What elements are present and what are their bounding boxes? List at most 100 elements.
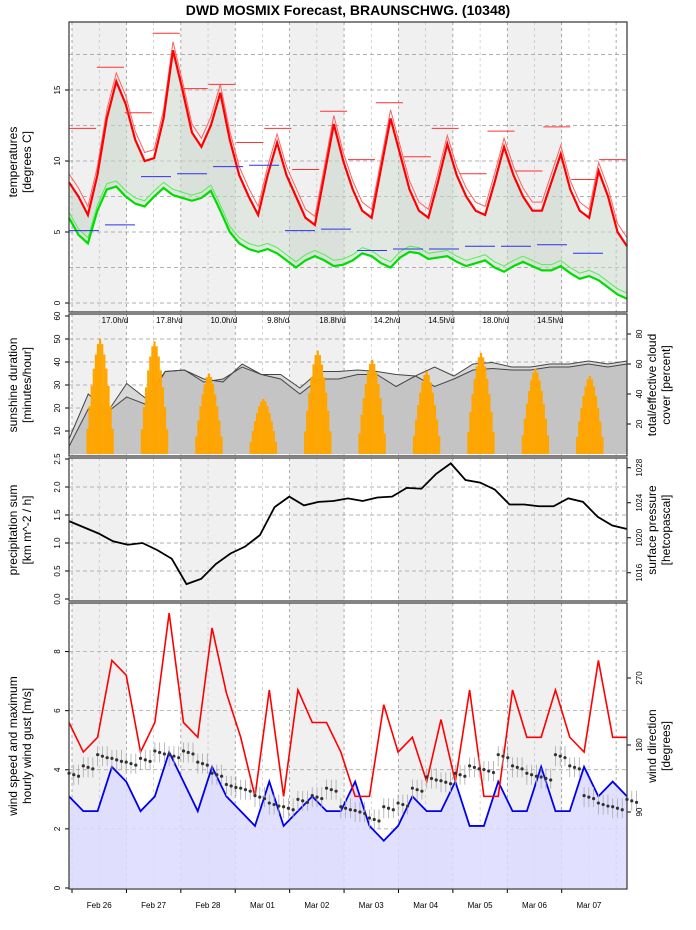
wind-direction-point [587,795,591,799]
wind-direction-point [262,797,267,801]
wind-direction-point [553,753,558,757]
wind-direction-point [549,778,553,782]
wind-direction-point [620,808,624,812]
wind-direction-point [243,788,248,792]
dewpoint-line [68,185,628,300]
wind-direction-point [186,750,190,755]
wind-direction-point [534,774,538,778]
xtick-label: Mar 02 [304,901,329,910]
ytick-label-pressure: 1016 [635,563,644,581]
sunshine-bar [270,421,273,454]
sunshine-bar [368,363,372,454]
sunshine-bar [111,428,114,454]
daily-sunshine-label: 10.0h/d [210,316,237,325]
wind-direction-point [363,811,367,816]
wind-direction-point [320,797,324,801]
sunshine-bar [490,411,493,454]
sunshine-bar [96,344,100,454]
wind-direction-point [124,760,128,764]
sunshine-bar [536,372,539,454]
wind-direction-point [582,794,586,798]
wind-direction-point [196,760,200,764]
wind-direction-point [463,774,467,778]
wind-direction-point [606,804,610,808]
wind-direction-point [530,773,534,777]
sunshine-bar [362,398,365,454]
sunshine-bar [86,428,89,454]
wind-direction-point [596,801,600,805]
wind-direction-point [191,752,195,756]
ylabel-temp: temperatures[degrees C] [6,127,34,198]
sunshine-bar [588,375,591,454]
sunshine-bar [90,385,93,454]
ytick-label-precip: 1.0 [53,537,62,549]
sunshine-bar [525,403,529,454]
sunshine-bar [266,406,269,454]
sunshine-bar [375,372,378,454]
sunshine-bar [155,346,158,454]
wind-direction-point [148,759,152,763]
sunshine-bar [425,371,428,454]
cloud-effective-line [68,363,628,447]
sunshine-bar [538,380,541,454]
ytick-label-cloud: 40 [635,389,644,398]
wind-direction-point [544,776,548,781]
wind-direction-point [367,816,372,820]
panel-frame-temp [68,21,628,313]
wind-direction-point [539,775,543,779]
wind-direction-point [81,764,85,768]
pressure-line [68,462,628,586]
xtick-label: Feb 27 [141,901,166,910]
sunshine-bar [145,387,148,454]
wind-gust-line [68,613,627,798]
sunshine-bar [159,370,162,454]
daily-sunshine-label: 17.0h/d [102,316,129,325]
daily-sunshine-label: 18.0h/d [483,316,510,325]
sunshine-bar [412,435,416,454]
wind-direction-point [491,770,496,775]
ytick-label-cloud: 60 [635,359,644,368]
ylabel-line: total/effective cloud [645,334,659,437]
sunshine-bar [371,359,374,454]
wind-direction-point [601,802,605,807]
sunshine-bar [421,382,424,454]
wind-direction-point [234,785,238,790]
ytick-label-direction: 90 [635,807,644,816]
ytick-label-cloud: 20 [635,419,644,428]
wind-direction-point [105,756,109,760]
wind-direction-point [153,749,157,753]
sunshine-bar [469,411,472,454]
wind-direction-point [558,754,562,758]
sunshine-bar [310,377,313,454]
sunshine-bar [264,401,267,454]
sunshine-bar [383,433,386,454]
sunshine-bar [431,392,434,454]
wind-direction-point [339,805,343,809]
ylabel-line: [km m^-2 / h] [20,496,34,565]
sunshine-bar [268,413,271,454]
sunshine-bar [147,370,150,454]
wind-direction-point [96,753,100,757]
ytick-label-wind: 4 [53,767,62,772]
sunshine-bar [580,407,583,454]
sunshine-bar [423,374,426,454]
ylabel-cloud: total/effective cloudcover [percent] [645,334,673,437]
xtick-label: Mar 05 [468,901,493,910]
wind-direction-point [415,788,419,792]
sunshine-bar [438,435,441,454]
daily-sunshine-label: 9.8h/d [267,316,289,325]
wind-direction-point [215,773,219,777]
wind-direction-point [444,780,448,784]
wind-direction-point [162,752,166,756]
sunshine-bar [99,339,102,454]
sunshine-bar [199,406,202,454]
daily-sunshine-label: 17.8h/d [156,316,183,325]
sunshine-bar [166,429,169,454]
sunshine-bar [195,436,198,454]
sunshine-bar [88,406,91,454]
wind-direction-point [386,806,391,810]
day-band-2-9 [507,458,562,601]
wind-direction-point [315,795,319,799]
sunshine-bar [364,384,367,454]
sunshine-bar [151,346,154,454]
